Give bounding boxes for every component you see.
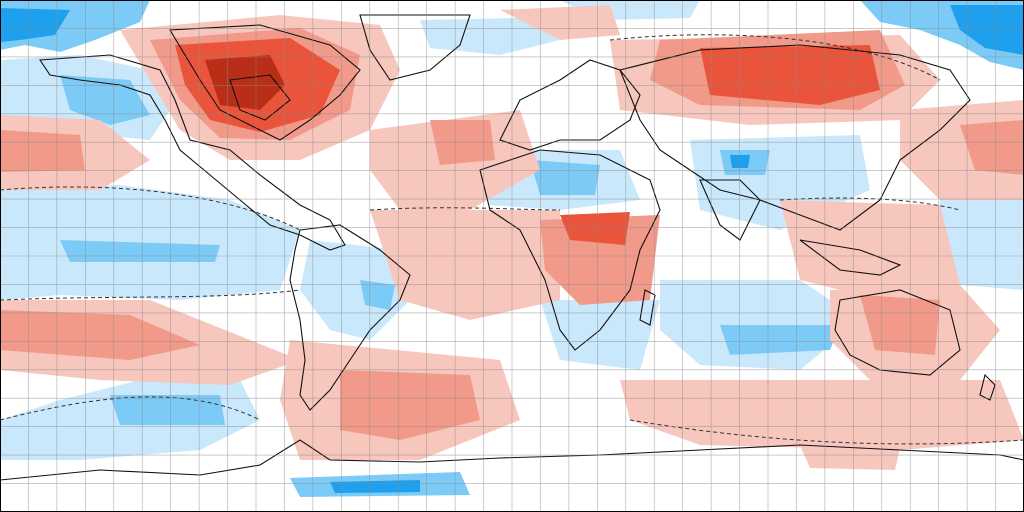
coastline-asia [619,44,971,231]
coastline-north-america [39,54,346,251]
cool-region-southern-ocean-west-core [110,395,225,425]
warm-region-patagonia-core [340,370,480,440]
coastline-india [699,179,761,241]
cool-region-southern-africa [540,300,660,370]
cool-region-antarctic-core [330,480,420,493]
coastline-new-zealand [979,373,996,401]
coastline-europe [499,59,641,151]
coastline-australia [834,289,961,376]
cool-region-brazil [300,240,410,340]
coastline-madagascar [639,289,656,326]
warm-region-arctic-europe [500,5,620,40]
warm-region-northeast-pacific-core [0,130,85,172]
warm-region-siberia-strong [700,45,880,105]
coastline-africa [479,149,661,351]
warm-region-central-africa-core [560,212,630,245]
warm-region-south-pacific-core [0,310,200,360]
warm-region-australia-core [860,295,940,355]
cool-region-indian-ocean-core [720,325,840,355]
cool-region-tropical-pacific-core [60,240,220,262]
cool-region-tropical-pacific [0,185,300,300]
cool-anomaly-layer [0,0,1024,497]
coastline-south-america [289,224,411,411]
coastline-arctic-islands [169,24,361,141]
warm-region-canada-deep [205,55,285,110]
contour-line [0,186,301,231]
cool-region-brazil-core [360,280,395,310]
coastline-hudson-bay [229,74,291,121]
contour-line [0,289,301,301]
warm-region-south-atlantic [370,210,560,320]
warm-anomaly-layer [0,5,1024,470]
cool-region-sahara-core [530,160,600,195]
cool-region-arctic-east-core [950,5,1024,55]
coastline-indonesia [799,239,902,276]
contour-line [609,34,941,81]
contour-line [0,396,261,421]
cool-region-south-asia-peak [730,155,750,168]
warm-region-northwest-pacific-core [960,120,1024,175]
cool-region-arctic-west-core [0,8,70,42]
